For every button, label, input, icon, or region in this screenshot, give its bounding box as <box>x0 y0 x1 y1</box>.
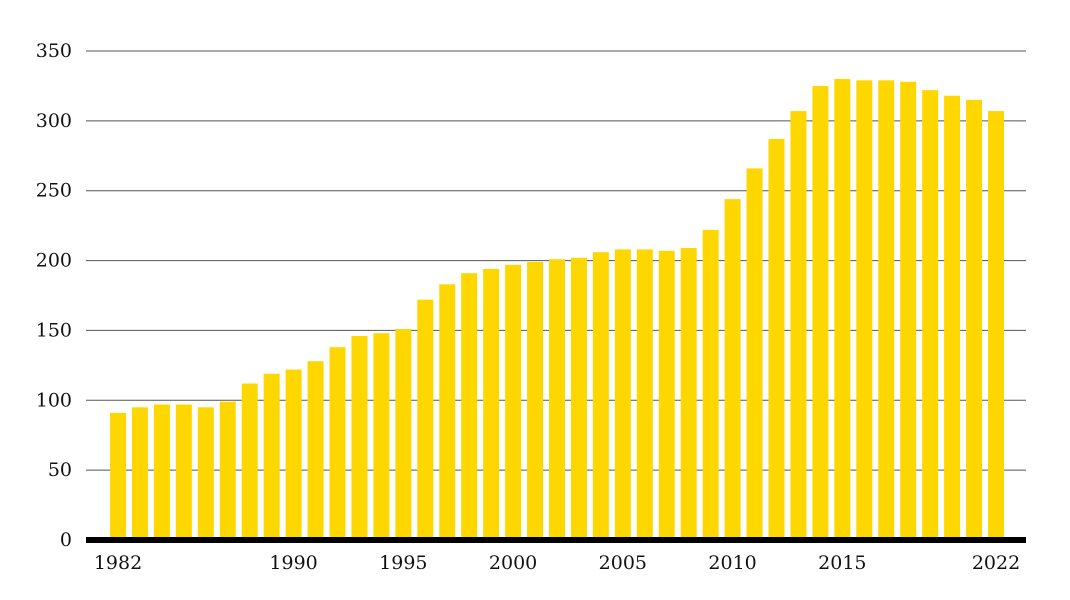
bar-2003 <box>570 257 587 540</box>
bar-2011 <box>746 168 763 541</box>
bar-2015 <box>834 78 851 540</box>
y-tick-label: 250 <box>36 180 72 202</box>
bar-2021 <box>966 99 983 541</box>
y-tick-label: 50 <box>48 459 72 481</box>
x-axis-tick-labels: 1982 1990 1995 2000 2005 2010 2015 2022 <box>94 552 1020 574</box>
bar-1988 <box>241 383 258 540</box>
bar-1999 <box>483 268 500 540</box>
bar-2016 <box>856 80 873 540</box>
y-tick-label: 150 <box>36 319 72 341</box>
bar-2008 <box>680 247 697 541</box>
x-tick-label: 2022 <box>972 552 1020 574</box>
x-tick-label: 1995 <box>379 552 427 574</box>
bar-1982 <box>110 412 126 540</box>
bar-1992 <box>329 347 346 540</box>
bar-1995 <box>395 329 412 540</box>
x-tick-label: 2015 <box>818 552 866 574</box>
bar-2007 <box>658 250 675 540</box>
bar-2014 <box>812 85 829 540</box>
y-tick-label: 350 <box>36 40 72 62</box>
bar-2006 <box>636 249 653 540</box>
bar-1986 <box>197 407 214 540</box>
bar-1983 <box>131 407 148 540</box>
bar-1993 <box>351 336 368 540</box>
y-tick-label: 300 <box>36 110 72 132</box>
bars <box>110 78 1004 541</box>
bar-1997 <box>439 284 456 540</box>
bar-1985 <box>175 404 192 540</box>
x-tick-label: 2000 <box>489 552 537 574</box>
y-axis-tick-labels: 0 50 100 150 200 250 300 350 <box>36 40 72 551</box>
bar-1991 <box>307 361 324 540</box>
bar-2000 <box>505 264 522 540</box>
bar-1989 <box>263 373 280 540</box>
bar-2022 <box>988 111 1004 540</box>
bar-1987 <box>219 401 236 540</box>
bar-2004 <box>592 252 609 540</box>
bar-2010 <box>724 199 741 540</box>
y-tick-label: 0 <box>60 529 72 551</box>
bar-2018 <box>900 81 917 540</box>
x-tick-label: 1990 <box>269 552 317 574</box>
x-tick-label: 2010 <box>708 552 756 574</box>
bar-2017 <box>878 80 895 540</box>
y-tick-label: 200 <box>36 250 72 272</box>
bar-1994 <box>373 333 390 540</box>
y-tick-label: 100 <box>36 389 72 411</box>
bar-2001 <box>527 261 544 540</box>
bar-1984 <box>153 404 170 540</box>
x-tick-label: 2005 <box>599 552 647 574</box>
bar-2020 <box>944 95 961 541</box>
bar-1998 <box>461 273 478 540</box>
bar-2005 <box>614 249 631 540</box>
bar-1990 <box>285 369 302 540</box>
bar-2009 <box>702 229 719 540</box>
bar-2012 <box>768 139 785 540</box>
bar-2002 <box>549 259 565 540</box>
bar-2019 <box>922 90 939 541</box>
bar-1996 <box>417 299 434 540</box>
x-tick-label: 1982 <box>94 552 142 574</box>
bar-2013 <box>790 111 807 540</box>
